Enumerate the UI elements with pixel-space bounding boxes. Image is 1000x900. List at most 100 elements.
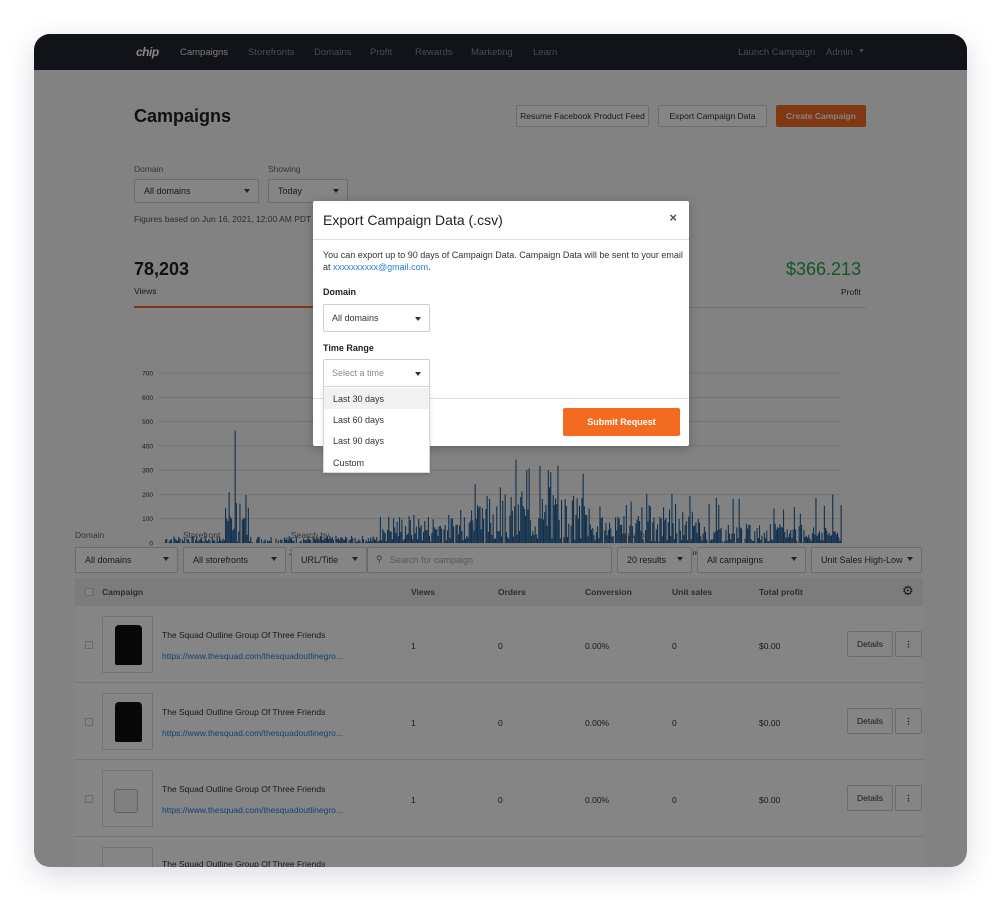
chart-bar	[804, 537, 806, 543]
nav-rewards[interactable]: Rewards	[415, 47, 453, 58]
option-last-60-days[interactable]: Last 60 days	[333, 414, 385, 425]
option-last-30-days[interactable]: Last 30 days	[324, 388, 429, 409]
sort-select[interactable]: Unit Sales High-Low	[811, 547, 922, 573]
table-row[interactable]: The Squad Outline Group Of Three Friends…	[75, 760, 923, 837]
chart-bar	[784, 531, 786, 543]
close-icon[interactable]: ×	[669, 210, 677, 225]
chart-bar	[316, 536, 318, 543]
conversion-cell: 0.00%	[585, 641, 610, 651]
time-range-select[interactable]: Select a time	[323, 359, 430, 387]
col-orders[interactable]: Orders	[498, 587, 526, 597]
caret-down-icon	[352, 557, 358, 561]
campaigns-select[interactable]: All campaigns	[697, 547, 806, 573]
option-custom[interactable]: Custom	[333, 457, 365, 468]
nav-campaigns[interactable]: Campaigns	[180, 47, 229, 58]
chart-bar	[420, 525, 422, 543]
results-select[interactable]: 20 results	[617, 547, 692, 573]
chart-bar	[450, 518, 452, 543]
nav-domains[interactable]: Domains	[314, 47, 352, 58]
chart-bar	[341, 537, 343, 543]
select-all-checkbox[interactable]	[85, 588, 93, 596]
campaign-title[interactable]: The Squad Outline Group Of Three Friends	[162, 784, 326, 794]
details-button[interactable]: Details	[847, 785, 893, 811]
col-total-profit[interactable]: Total profit	[759, 587, 803, 597]
admin-menu[interactable]: Admin	[826, 47, 853, 58]
search-by-label: Search by	[291, 530, 330, 540]
chip-logo[interactable]: chip	[136, 45, 159, 59]
orders-cell: 0	[498, 641, 503, 651]
create-campaign-button[interactable]: Create Campaign	[776, 105, 866, 127]
showing-select-value: Today	[278, 186, 303, 196]
campaign-title[interactable]: The Squad Outline Group Of Three Friends	[162, 707, 326, 717]
chart-bar	[647, 521, 649, 543]
table-row[interactable]: The Squad Outline Group Of Three Friends	[75, 837, 923, 867]
campaign-title[interactable]: The Squad Outline Group Of Three Friends	[162, 630, 326, 640]
details-button[interactable]: Details	[847, 631, 893, 657]
search-by-select[interactable]: URL/Title	[291, 547, 367, 573]
chart-bar	[258, 536, 260, 543]
campaign-url[interactable]: https://www.thesquad.com/thesquadoutline…	[162, 651, 343, 661]
chart-bar	[796, 540, 798, 543]
chevron-down-icon[interactable]: ▼	[858, 48, 865, 55]
y-tick-label: 200	[142, 492, 153, 499]
chart-bar	[327, 536, 329, 543]
nav-storefronts[interactable]: Storefronts	[248, 47, 295, 58]
modal-domain-select[interactable]: All domains	[323, 304, 430, 332]
chart-bar	[414, 533, 416, 543]
chart-bar	[649, 506, 651, 543]
submit-request-button[interactable]: Submit Request	[563, 408, 680, 436]
export-data-button[interactable]: Export Campaign Data	[658, 105, 767, 127]
campaign-title[interactable]: The Squad Outline Group Of Three Friends	[162, 859, 326, 867]
chart-bar	[418, 518, 420, 543]
chart-bar	[424, 521, 426, 543]
gear-icon[interactable]: ⚙	[902, 583, 914, 598]
chart-bar	[166, 538, 168, 543]
chart-bar	[589, 524, 591, 543]
email-link[interactable]: xxxxxxxxxx@gmail.com	[333, 262, 429, 272]
chart-bar	[541, 498, 543, 543]
chart-bar	[629, 525, 631, 543]
campaign-url[interactable]: https://www.thesquad.com/thesquadoutline…	[162, 805, 343, 815]
storefront-select[interactable]: All storefronts	[183, 547, 286, 573]
col-conversion[interactable]: Conversion	[585, 587, 632, 597]
row-checkbox[interactable]	[85, 718, 93, 726]
chart-bar	[730, 539, 732, 543]
campaign-url[interactable]: https://www.thesquad.com/thesquadoutline…	[162, 728, 343, 738]
table-domain-select[interactable]: All domains	[75, 547, 178, 573]
row-checkbox[interactable]	[85, 795, 93, 803]
chart-bar	[263, 541, 265, 543]
nav-profit[interactable]: Profit	[370, 47, 393, 58]
table-row[interactable]: The Squad Outline Group Of Three Friends…	[75, 606, 923, 683]
chart-bar	[249, 541, 251, 543]
search-input[interactable]: ⚲ Search for campaign	[367, 547, 612, 573]
nav-marketing[interactable]: Marketing	[471, 47, 513, 58]
option-last-90-days[interactable]: Last 90 days	[333, 435, 385, 446]
chart-bar	[571, 500, 573, 543]
table-row[interactable]: The Squad Outline Group Of Three Friends…	[75, 683, 923, 760]
chart-bar	[709, 540, 711, 543]
row-checkbox[interactable]	[85, 641, 93, 649]
col-campaign[interactable]: Campaign	[102, 587, 144, 597]
launch-campaign-link[interactable]: Launch Campaign	[738, 47, 816, 58]
more-icon[interactable]: ⋮	[895, 708, 922, 734]
chart-bar	[460, 509, 462, 543]
caret-down-icon	[163, 557, 169, 561]
showing-select[interactable]: Today	[268, 179, 348, 203]
domain-select[interactable]: All domains	[134, 179, 259, 203]
col-unit-sales[interactable]: Unit sales	[672, 587, 713, 597]
col-views[interactable]: Views	[411, 587, 435, 597]
conversion-cell: 0.00%	[585, 718, 610, 728]
modal-backdrop[interactable]	[34, 34, 967, 867]
chart-bar	[456, 524, 458, 543]
chart-bar	[309, 539, 311, 543]
nav-learn[interactable]: Learn	[533, 47, 558, 58]
more-icon[interactable]: ⋮	[895, 631, 922, 657]
chart-bar	[765, 538, 767, 543]
more-icon[interactable]: ⋮	[895, 785, 922, 811]
chart-bar	[672, 523, 674, 543]
resume-feed-button[interactable]: Resume Facebook Product Feed	[516, 105, 649, 127]
details-button[interactable]: Details	[847, 708, 893, 734]
chart-bar	[821, 532, 823, 543]
chart-bar	[497, 531, 499, 543]
chart-bar	[724, 540, 726, 543]
